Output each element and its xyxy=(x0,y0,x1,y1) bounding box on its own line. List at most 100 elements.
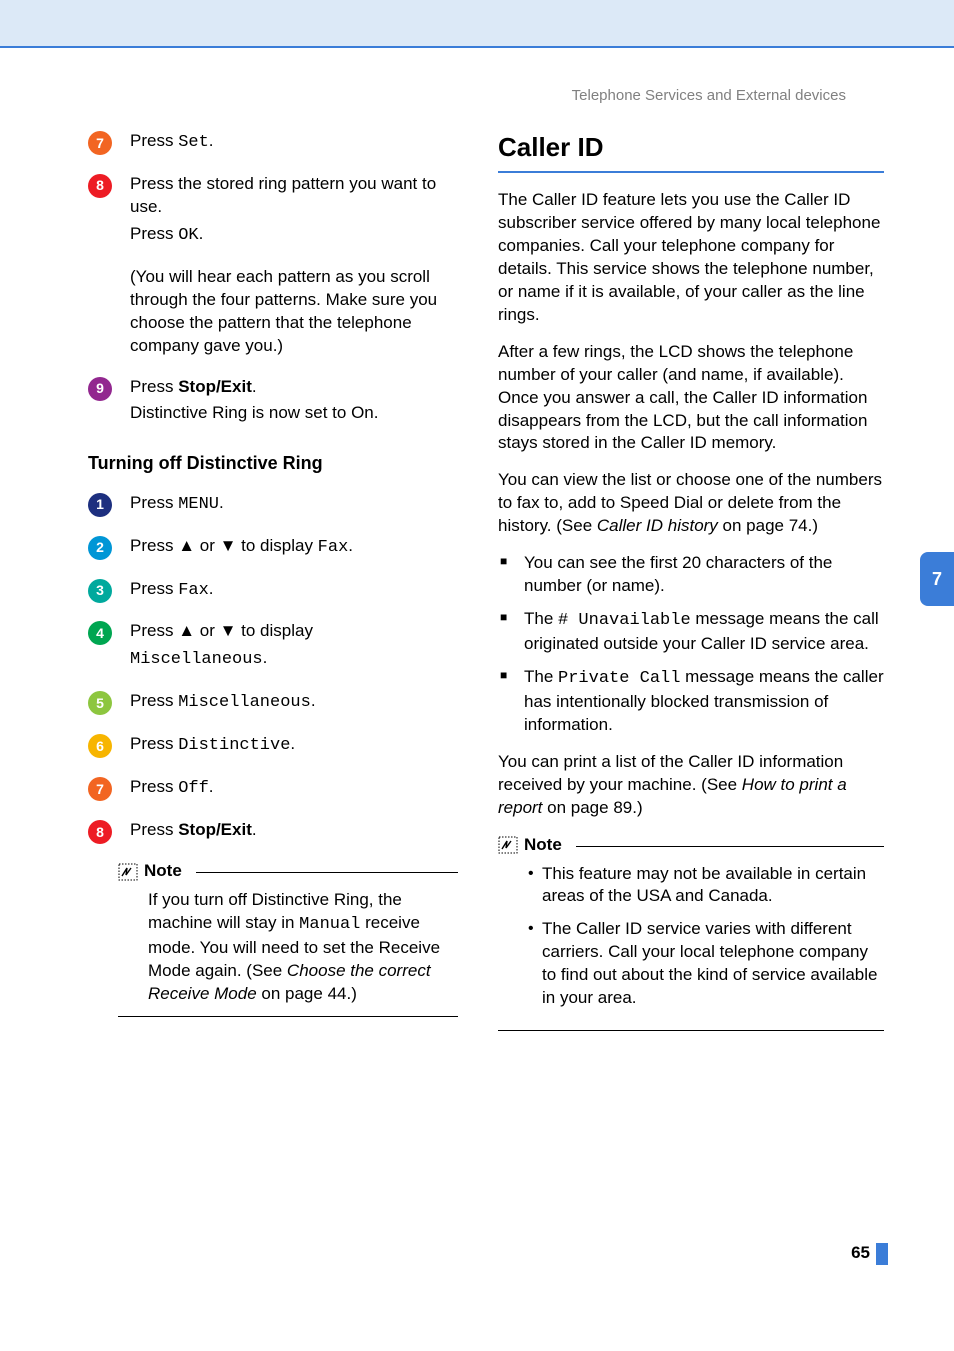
text-run: (You will hear each pattern as you scrol… xyxy=(130,267,437,355)
header-band xyxy=(0,0,954,48)
text-run: . xyxy=(209,131,214,150)
step-badge: 5 xyxy=(88,691,112,715)
text-run: Press xyxy=(130,493,178,512)
text-run: This feature may not be available in cer… xyxy=(542,864,866,906)
list-item: The Private Call message means the calle… xyxy=(518,666,884,737)
text-run: Fax xyxy=(178,581,209,600)
text-run: . xyxy=(199,224,204,243)
step-row: 2 Press ▲ or ▼ to display Fax. xyxy=(88,535,458,564)
note-icon xyxy=(118,863,138,881)
text-run: . xyxy=(252,820,257,839)
text-run: on page 89.) xyxy=(542,798,642,817)
step-line: Press Fax. xyxy=(130,578,458,603)
step-body: Press Stop/Exit. xyxy=(130,819,458,846)
note-rule xyxy=(196,872,458,873)
text-run: ▼ xyxy=(220,536,237,555)
text-run: Press xyxy=(130,734,178,753)
text-run: Caller ID history xyxy=(597,516,718,535)
note-icon xyxy=(498,836,518,854)
step-line: Press Stop/Exit. xyxy=(130,819,458,842)
text-run: Press xyxy=(130,131,178,150)
step-badge: 3 xyxy=(88,579,112,603)
step-badge: 7 xyxy=(88,777,112,801)
step-badge: 2 xyxy=(88,536,112,560)
text-run: MENU xyxy=(178,495,219,514)
note-label: Note xyxy=(144,860,182,883)
note-bullet-list: This feature may not be available in cer… xyxy=(528,863,884,1011)
note-block: Note If you turn off Distinctive Ring, t… xyxy=(118,860,458,1017)
steps-list-continued: 7Press Set.8Press the stored ring patter… xyxy=(88,130,458,429)
step-body: Press ▲ or ▼ to display Miscellaneous. xyxy=(130,620,458,676)
step-row: 9 Press Stop/Exit. Distinctive Ring is now… xyxy=(88,376,458,430)
step-row: 3 Press Fax. xyxy=(88,578,458,607)
step-body: Press Distinctive. xyxy=(130,733,458,762)
text-run: You can see the first 20 characters of t… xyxy=(524,553,832,595)
right-paragraphs: The Caller ID feature lets you use the C… xyxy=(498,189,884,538)
list-item: The Caller ID service varies with differ… xyxy=(528,918,884,1010)
left-column: 7 Press Set. 8 Press the stored ring patter… xyxy=(88,130,458,1271)
text-run: Press xyxy=(130,536,178,555)
text-run: Press xyxy=(130,777,178,796)
text-run: ▲ xyxy=(178,536,195,555)
text-run: Miscellaneous xyxy=(130,650,263,669)
step-line: (You will hear each pattern as you scrol… xyxy=(130,266,458,358)
step-body: Press ▲ or ▼ to display Fax. xyxy=(130,535,458,564)
text-run: Off xyxy=(178,779,209,798)
text-run: . xyxy=(219,493,224,512)
step-line: Press Off. xyxy=(130,776,458,801)
text-run: Fax xyxy=(318,538,349,557)
step-line: Distinctive Ring is now set to On. xyxy=(130,402,458,425)
text-run: Stop/Exit xyxy=(178,377,252,396)
text-run: . xyxy=(311,691,316,710)
step-line: Press the stored ring pattern you want t… xyxy=(130,173,458,219)
list-item: You can see the first 20 characters of t… xyxy=(518,552,884,598)
para-after-bullets: You can print a list of the Caller ID in… xyxy=(498,751,884,820)
step-badge: 8 xyxy=(88,820,112,844)
step-badge: 1 xyxy=(88,493,112,517)
chapter-tab: 7 xyxy=(920,552,954,606)
step-line: Press Miscellaneous. xyxy=(130,690,458,715)
text-run: Set xyxy=(178,133,209,152)
breadcrumb: Telephone Services and External devices xyxy=(572,86,846,106)
text-run: Press xyxy=(130,377,178,396)
text-run: Press xyxy=(130,820,178,839)
step-body: Press the stored ring pattern you want t… xyxy=(130,173,458,362)
text-run: Private Call xyxy=(558,669,680,688)
paragraph: You can view the list or choose one of t… xyxy=(498,469,884,538)
page-corner-mark xyxy=(876,1243,888,1265)
step-body: Press Set. xyxy=(130,130,458,159)
heading-underline xyxy=(498,171,884,173)
text-run: . xyxy=(263,648,268,667)
text-run: . xyxy=(209,777,214,796)
step-line: Miscellaneous. xyxy=(130,647,458,672)
text-run: Press xyxy=(130,691,178,710)
note-label: Note xyxy=(524,834,562,857)
step-badge: 9 xyxy=(88,377,112,401)
text-run: Manual xyxy=(299,915,360,934)
text-run: to display xyxy=(236,536,317,555)
text-run: . xyxy=(348,536,353,555)
text-run: Press xyxy=(130,621,178,640)
step-line: Press MENU. xyxy=(130,492,458,517)
text-run: The xyxy=(524,667,558,686)
text-run: . xyxy=(290,734,295,753)
step-row: 1 Press MENU. xyxy=(88,492,458,521)
step-badge: 8 xyxy=(88,174,112,198)
step-row: 7 Press Off. xyxy=(88,776,458,805)
text-run: Press the stored ring pattern you want t… xyxy=(130,174,436,216)
text-run: The Caller ID feature lets you use the C… xyxy=(498,190,880,324)
note-body: This feature may not be available in cer… xyxy=(498,863,884,1032)
step-body: Press MENU. xyxy=(130,492,458,521)
step-line: Press Stop/Exit. xyxy=(130,376,458,399)
heading-caller-id: Caller ID xyxy=(498,130,884,165)
paragraph: The Caller ID feature lets you use the C… xyxy=(498,189,884,327)
step-row: 8 Press Stop/Exit. xyxy=(88,819,458,846)
text-run: OK xyxy=(178,226,198,245)
text-run: Miscellaneous xyxy=(178,693,311,712)
step-body: Press Fax. xyxy=(130,578,458,607)
text-run: . xyxy=(252,377,257,396)
step-row: 5 Press Miscellaneous. xyxy=(88,690,458,719)
text-run: The Caller ID service varies with differ… xyxy=(542,919,878,1007)
step-row: 4Press ▲ or ▼ to display Miscellaneous. xyxy=(88,620,458,676)
step-body: Press Off. xyxy=(130,776,458,805)
